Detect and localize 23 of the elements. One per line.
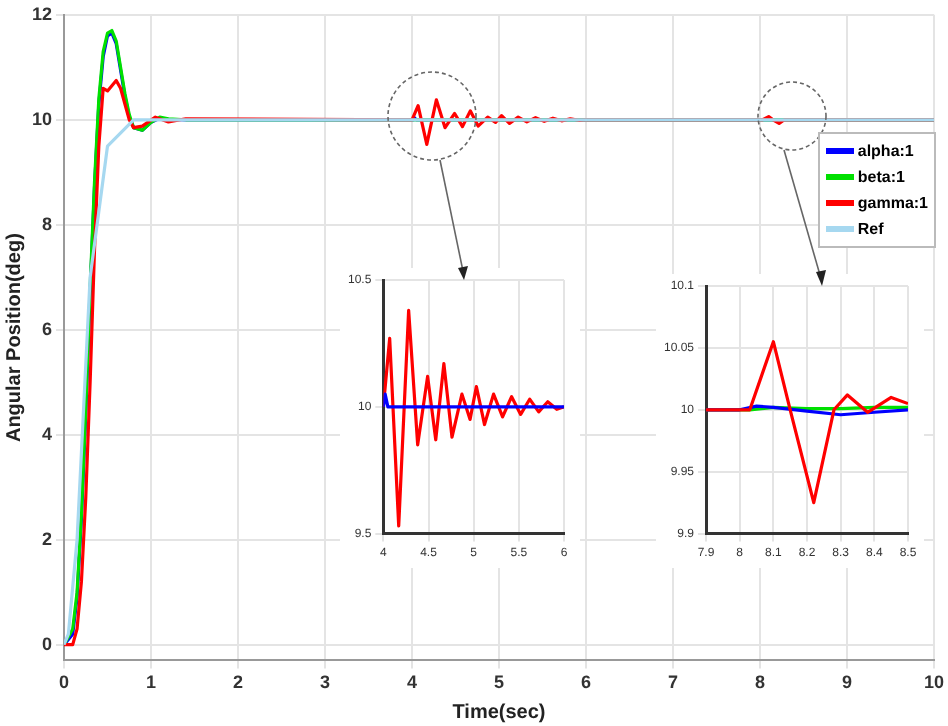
y-tick-label: 10 (31, 108, 53, 129)
x-tick-label: 0 (59, 672, 70, 693)
x-tick-label: 9 (841, 672, 853, 693)
x-tick-label: 8 (754, 672, 766, 693)
legend-label: gamma:1 (857, 194, 928, 212)
legend-label: Ref (857, 220, 884, 238)
y-tick-label: 8 (41, 213, 53, 234)
x-tick-label: 4 (406, 672, 418, 693)
y-tick-label: 0 (41, 633, 53, 654)
legend-label: alpha:1 (857, 142, 914, 160)
x-tick-label: 1 (146, 672, 157, 693)
y-tick-label: 12 (31, 3, 53, 24)
x-tick-label: 5 (493, 672, 505, 693)
x-tick-label: 10 (923, 672, 944, 693)
y-tick-label: 4 (41, 423, 53, 444)
legend-label: beta:1 (857, 168, 905, 186)
y-tick-label: 6 (41, 318, 53, 339)
x-axis-title: Time(sec) (452, 701, 546, 724)
x-tick-label: 2 (233, 672, 244, 693)
x-tick-label: 3 (320, 672, 331, 693)
y-axis-title: Angular Position(deg) (3, 233, 26, 443)
x-tick-label: 7 (667, 672, 679, 693)
x-tick-label: 6 (580, 672, 592, 693)
